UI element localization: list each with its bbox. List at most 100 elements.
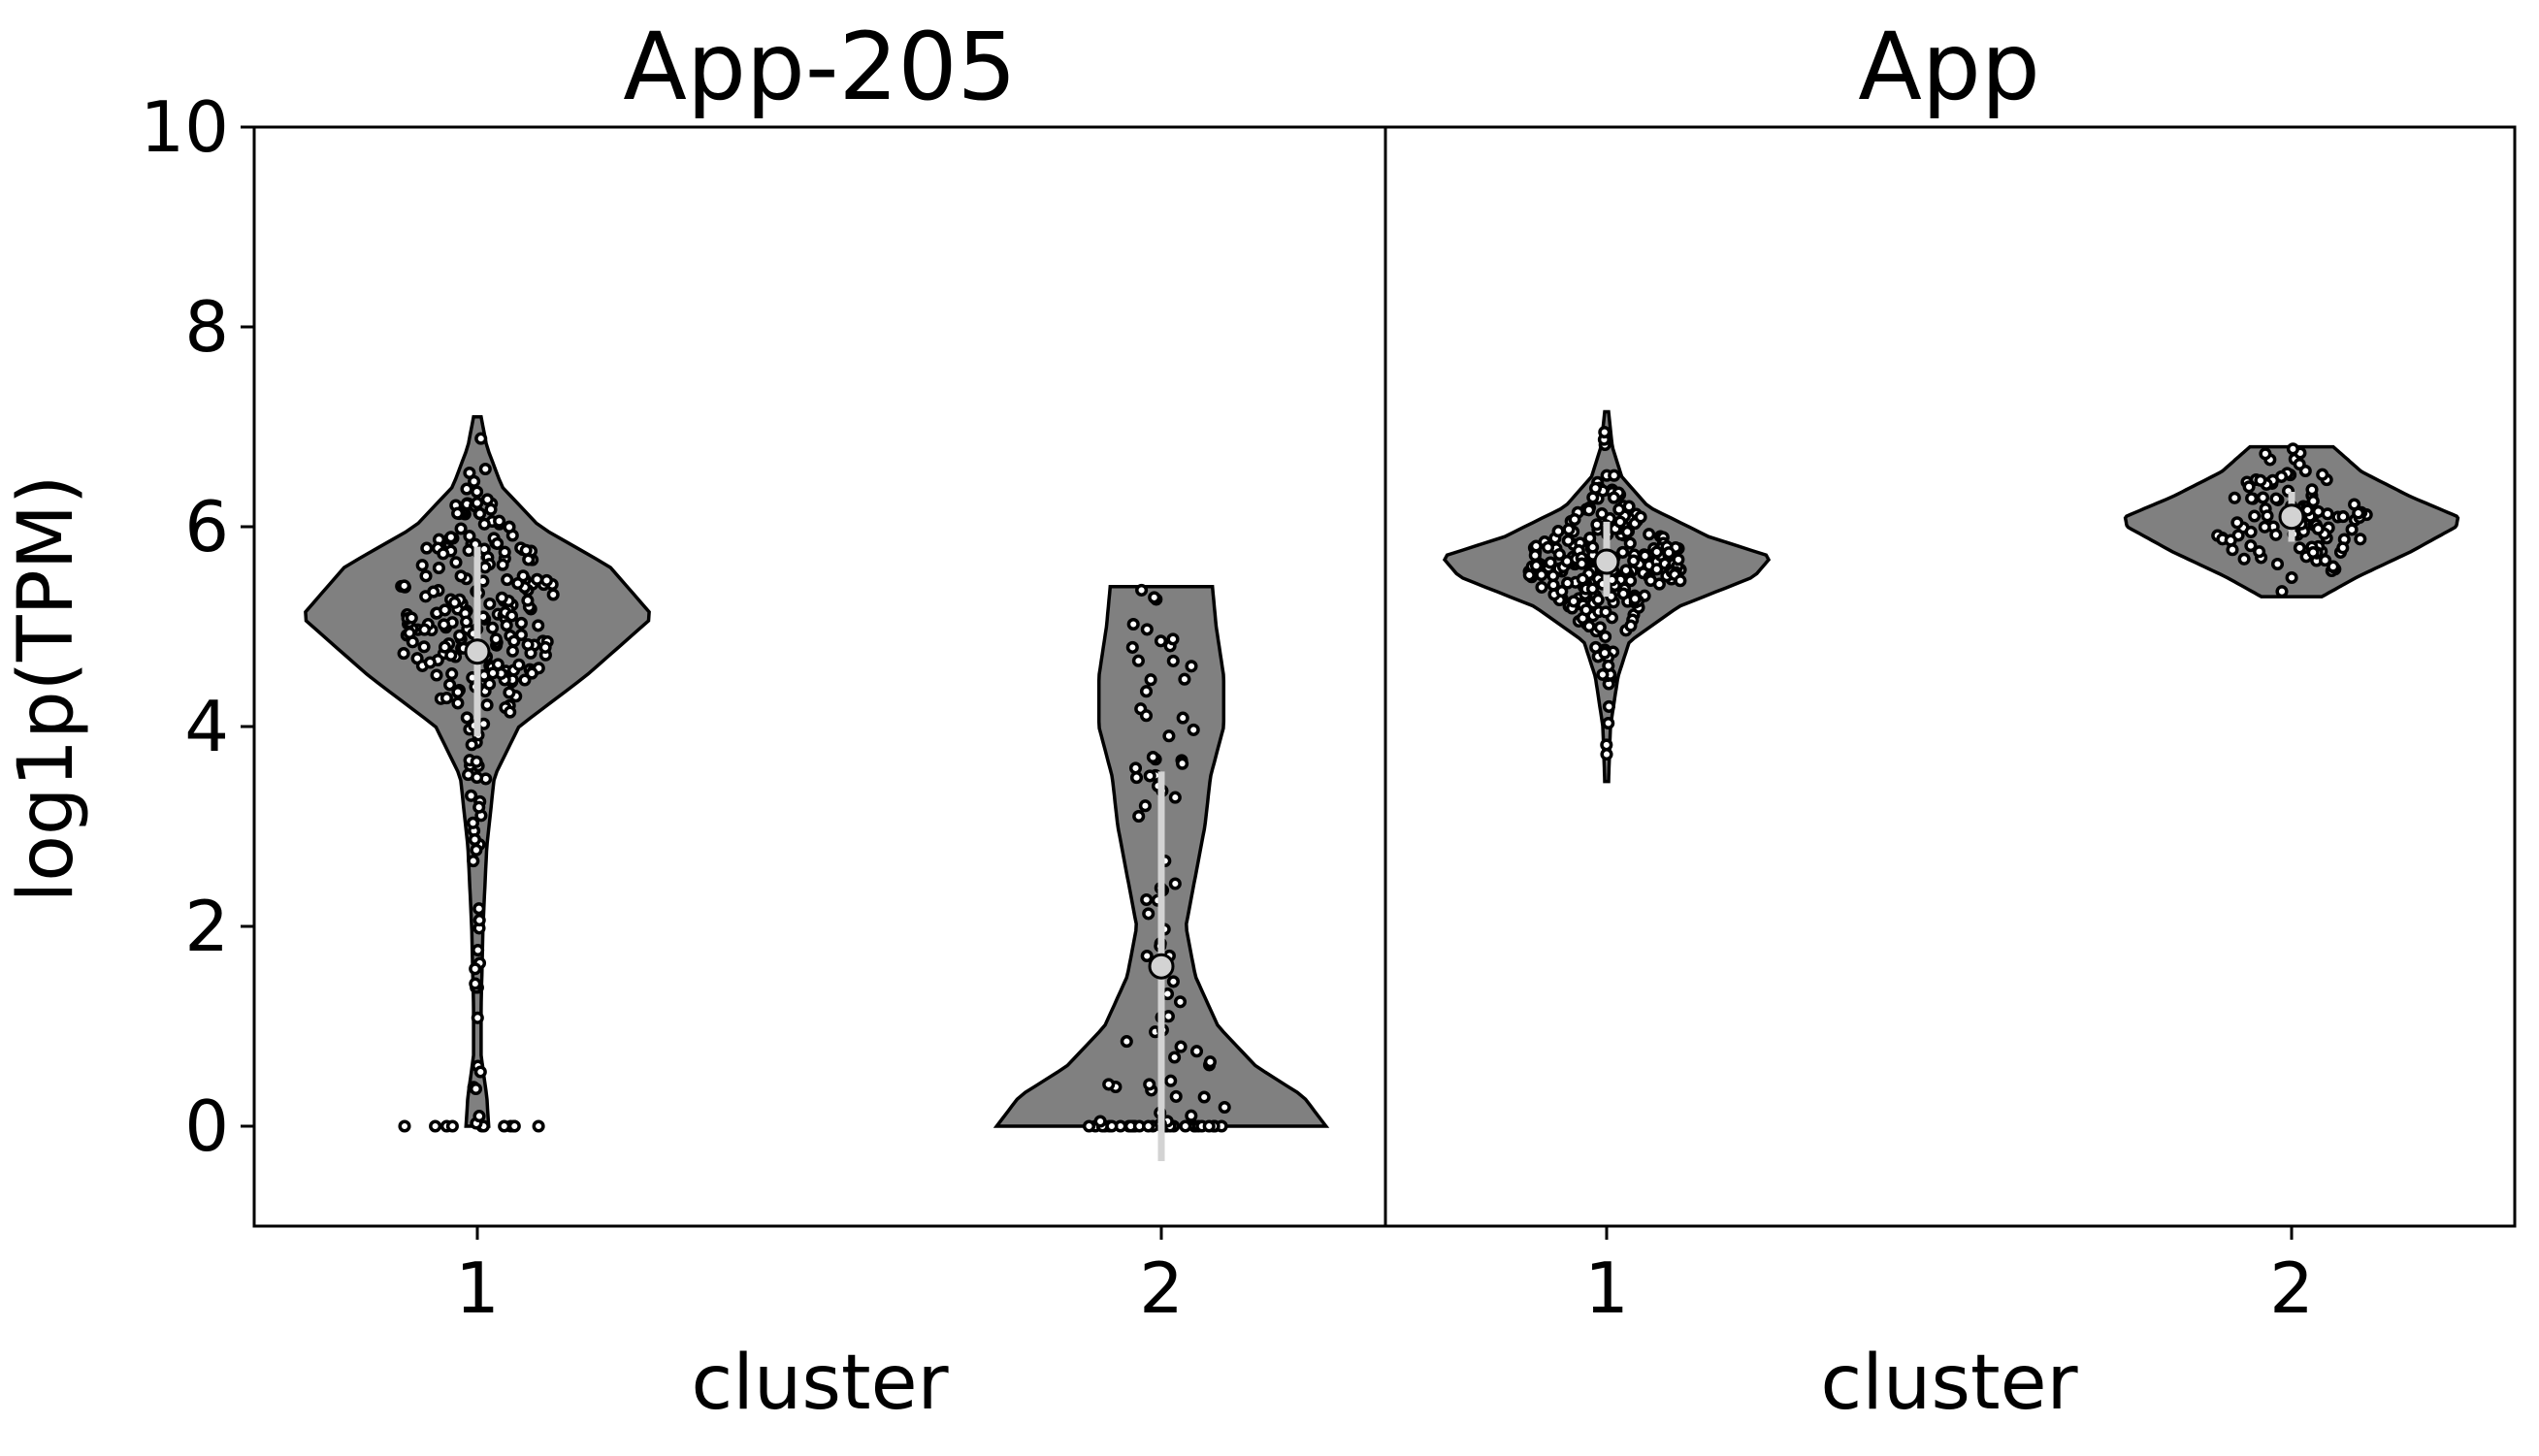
data-point bbox=[1168, 877, 1182, 890]
data-point bbox=[501, 573, 514, 587]
data-point bbox=[500, 619, 513, 632]
y-axis-label: log1p(TPM) bbox=[3, 475, 90, 903]
data-point bbox=[1596, 667, 1610, 681]
data-point bbox=[493, 514, 506, 528]
data-point bbox=[1125, 640, 1139, 654]
data-point bbox=[2245, 492, 2259, 505]
data-point bbox=[1620, 525, 1634, 538]
data-point bbox=[2345, 523, 2359, 536]
y-tick-label: 6 bbox=[184, 486, 229, 567]
x-axis-label: cluster bbox=[1820, 1340, 2078, 1427]
data-point bbox=[470, 843, 483, 857]
data-point bbox=[2352, 506, 2365, 520]
data-point bbox=[1602, 716, 1615, 730]
data-point bbox=[2269, 528, 2283, 541]
data-point bbox=[1166, 632, 1180, 646]
data-point bbox=[448, 596, 462, 609]
data-point bbox=[460, 482, 473, 496]
data-point bbox=[451, 506, 465, 520]
data-point bbox=[521, 637, 535, 652]
data-point bbox=[415, 559, 429, 572]
data-point bbox=[491, 536, 505, 550]
data-point bbox=[2316, 468, 2329, 481]
data-point bbox=[1140, 892, 1154, 907]
data-point bbox=[2354, 533, 2367, 546]
data-point bbox=[463, 530, 476, 543]
data-point bbox=[1638, 549, 1652, 563]
y-tick-label: 2 bbox=[184, 886, 229, 967]
data-point bbox=[483, 597, 497, 611]
data-point bbox=[2254, 473, 2267, 487]
data-point bbox=[1168, 791, 1182, 804]
data-point bbox=[2230, 516, 2244, 530]
x-tick-label: 1 bbox=[455, 1247, 500, 1329]
x-tick-label: 2 bbox=[1139, 1247, 1184, 1329]
data-point bbox=[511, 576, 525, 591]
data-point bbox=[1143, 1078, 1156, 1091]
data-point bbox=[480, 493, 494, 506]
data-point bbox=[423, 656, 437, 669]
data-point bbox=[2244, 539, 2258, 553]
data-point bbox=[498, 545, 511, 559]
data-point bbox=[1551, 525, 1565, 538]
data-point bbox=[398, 579, 411, 593]
data-point bbox=[427, 585, 440, 599]
data-point bbox=[2319, 554, 2332, 567]
data-point bbox=[1093, 1115, 1107, 1128]
data-point bbox=[467, 855, 480, 868]
data-point bbox=[1568, 512, 1581, 527]
data-point bbox=[432, 561, 445, 575]
data-point bbox=[1142, 1119, 1156, 1133]
data-point bbox=[1522, 568, 1536, 582]
data-point bbox=[1166, 975, 1180, 988]
data-point bbox=[2311, 504, 2326, 518]
x-tick-label: 2 bbox=[2269, 1247, 2314, 1329]
data-point bbox=[469, 977, 482, 990]
data-point bbox=[1600, 738, 1613, 752]
data-point bbox=[503, 520, 516, 534]
data-point bbox=[2285, 570, 2298, 585]
data-point bbox=[460, 711, 473, 725]
data-point bbox=[430, 668, 443, 682]
data-point bbox=[1166, 654, 1180, 667]
data-point bbox=[514, 628, 528, 642]
data-point bbox=[444, 531, 458, 544]
data-point bbox=[505, 609, 519, 623]
data-point bbox=[1126, 617, 1140, 631]
data-point bbox=[1674, 574, 1687, 588]
data-point bbox=[1529, 539, 1543, 553]
data-point bbox=[503, 686, 516, 699]
data-point bbox=[1560, 555, 1574, 568]
y-tick-label: 0 bbox=[184, 1085, 229, 1167]
y-tick-label: 8 bbox=[184, 286, 229, 368]
data-point bbox=[2244, 525, 2258, 538]
data-point bbox=[1120, 1035, 1133, 1049]
median-marker bbox=[2278, 503, 2305, 531]
data-point bbox=[472, 902, 486, 916]
data-point bbox=[472, 914, 486, 927]
median-marker bbox=[1148, 953, 1175, 980]
data-point bbox=[1173, 995, 1188, 1009]
data-point bbox=[483, 677, 497, 691]
data-point bbox=[454, 569, 468, 583]
data-point bbox=[1622, 500, 1636, 513]
x-tick-label: 1 bbox=[1584, 1247, 1629, 1329]
data-point bbox=[1203, 1055, 1217, 1069]
data-point bbox=[507, 634, 521, 648]
data-point bbox=[1187, 723, 1200, 736]
data-point bbox=[1624, 574, 1638, 588]
data-point bbox=[405, 611, 418, 625]
data-point bbox=[1591, 593, 1605, 606]
data-point bbox=[1162, 729, 1176, 743]
data-point bbox=[1607, 491, 1621, 504]
data-point bbox=[1561, 576, 1575, 590]
data-point bbox=[2228, 491, 2241, 504]
data-point bbox=[519, 543, 533, 557]
data-point bbox=[1624, 619, 1638, 632]
data-point bbox=[1555, 585, 1569, 599]
data-point bbox=[1588, 481, 1603, 495]
data-point bbox=[2242, 480, 2256, 494]
data-point bbox=[484, 502, 498, 516]
data-point bbox=[465, 738, 478, 752]
